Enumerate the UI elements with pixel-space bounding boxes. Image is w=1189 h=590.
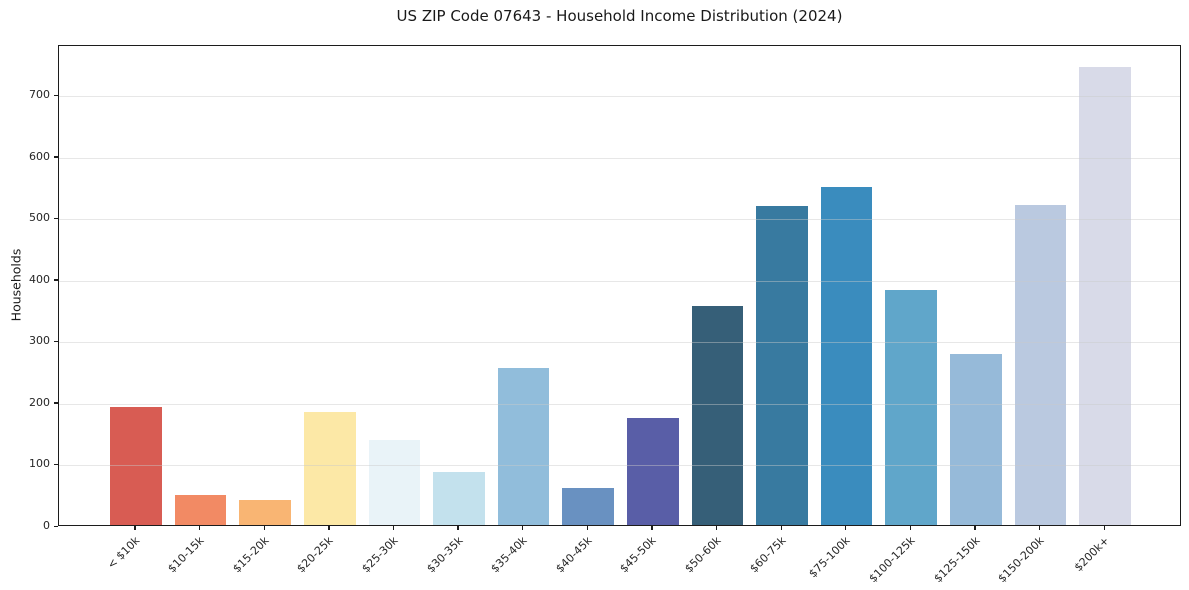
x-tick-label: $20-25k (294, 534, 336, 576)
y-tick-label: 0 (43, 519, 50, 532)
x-tick-label: $45-50k (617, 534, 659, 576)
x-tick-mark (780, 526, 782, 530)
y-tick-mark (54, 402, 58, 404)
x-tick-mark (715, 526, 718, 530)
bar-$40-45k (562, 488, 615, 525)
x-tick-mark (134, 526, 136, 530)
x-tick-label: $30-35k (423, 534, 466, 576)
x-tick-mark (909, 526, 912, 530)
bar-$20-25k (303, 411, 356, 525)
y-tick-mark (54, 156, 58, 158)
y-tick-mark (54, 94, 58, 97)
bar-$100-125k (885, 290, 938, 525)
x-tick-label: $60-75k (746, 534, 789, 576)
y-tick-mark (54, 525, 58, 527)
bar-$45-50k (626, 417, 679, 525)
x-tick-label: $200k+ (1071, 534, 1112, 575)
bar-$60-75k (756, 206, 808, 525)
bar-$15-20k (239, 500, 291, 525)
x-tick-label: $10-15k (165, 534, 207, 576)
x-tick-mark (457, 526, 459, 530)
x-tick-mark (199, 526, 201, 530)
x-tick-label: $25-30k (359, 534, 401, 576)
x-tick-label: $125-150k (930, 534, 983, 586)
y-tick-mark (54, 279, 58, 281)
x-tick-mark (328, 526, 330, 530)
x-tick-label: $150-200k (995, 534, 1047, 586)
x-tick-label: $50-60k (682, 534, 724, 576)
y-tick-mark (54, 340, 58, 343)
x-tick-mark (522, 526, 524, 530)
y-tick-mark (54, 217, 58, 220)
y-tick-label: 400 (29, 272, 50, 286)
x-tick-mark (845, 526, 847, 530)
x-tick-mark (1038, 526, 1041, 530)
bar-< $10k (110, 406, 162, 525)
bar-$25-30k (368, 439, 421, 525)
bar-$200k+ (1079, 66, 1131, 525)
x-tick-mark (586, 526, 588, 530)
bars-layer (59, 46, 1180, 525)
y-tick-label: 200 (29, 395, 50, 409)
bar-$10-15k (174, 495, 227, 525)
bar-$125-150k (950, 354, 1002, 525)
x-tick-mark (1103, 526, 1105, 530)
x-tick-label: $100-125k (866, 534, 918, 586)
bar-$35-40k (497, 368, 550, 525)
y-tick-label: 300 (29, 334, 50, 348)
plot-area (58, 45, 1181, 526)
x-tick-label: < $10k (104, 534, 143, 572)
x-tick-mark (263, 526, 265, 530)
x-tick-mark (974, 526, 976, 530)
x-tick-label: $75-100k (806, 534, 853, 581)
x-tick-mark (651, 526, 653, 530)
y-tick-label: 500 (29, 211, 50, 225)
y-tick-label: 100 (29, 457, 50, 471)
chart-title: US ZIP Code 07643 - Household Income Dis… (396, 7, 843, 25)
y-tick-label: 700 (29, 88, 50, 102)
x-tick-mark (392, 526, 395, 530)
x-tick-label: $15-20k (230, 534, 272, 576)
y-tick-mark (54, 463, 58, 466)
x-tick-label: $40-45k (553, 534, 595, 576)
bar-$30-35k (433, 471, 485, 525)
bar-$150-200k (1014, 204, 1067, 525)
bar-$50-60k (691, 306, 744, 525)
y-tick-label: 600 (29, 149, 50, 163)
x-tick-label: $35-40k (488, 534, 530, 576)
bar-$75-100k (820, 187, 873, 525)
